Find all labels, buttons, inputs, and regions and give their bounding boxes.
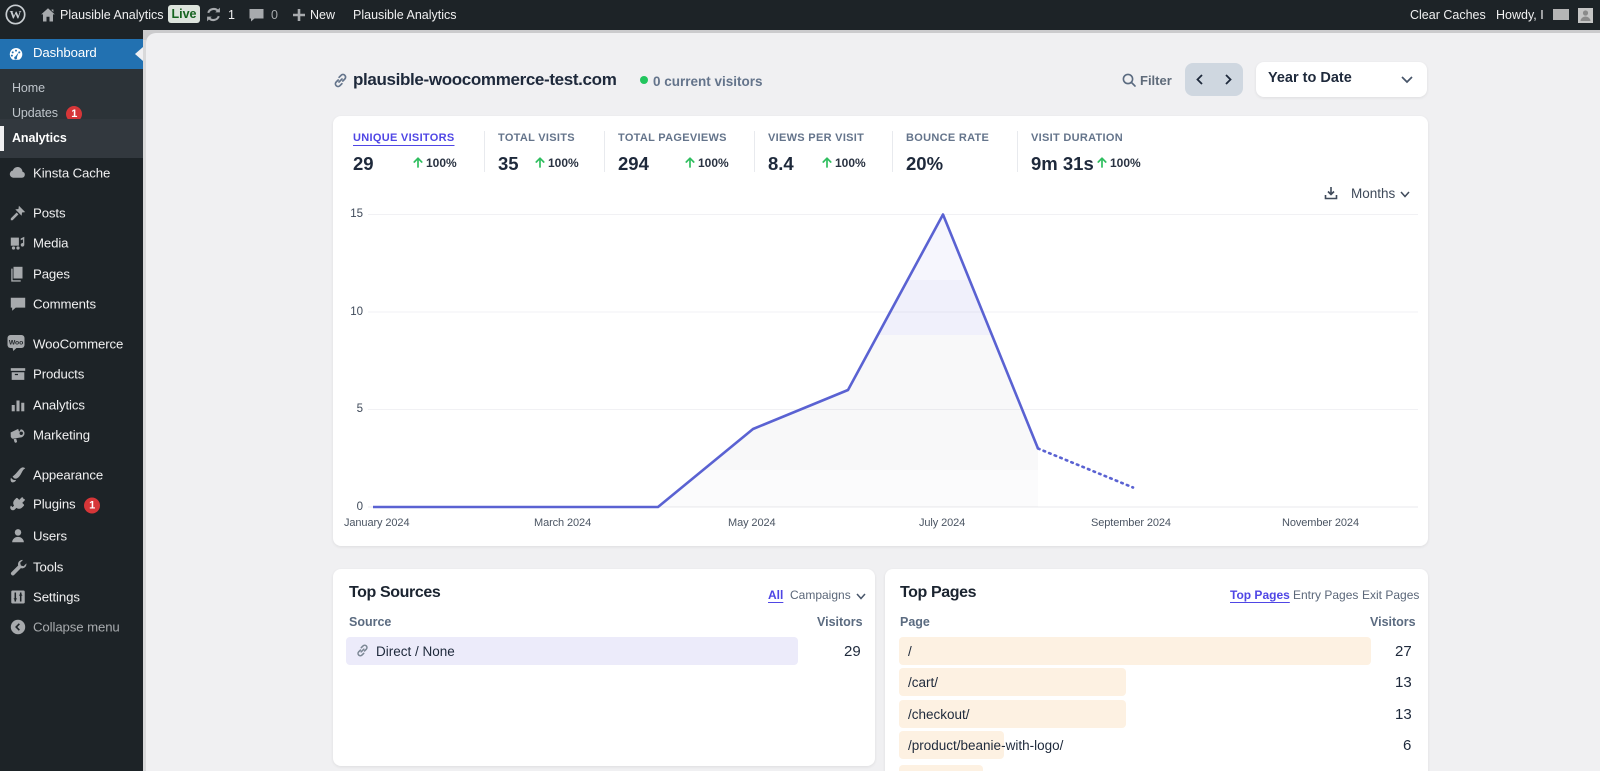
svg-text:Woo: Woo <box>9 339 23 346</box>
svg-text:W: W <box>10 8 22 22</box>
